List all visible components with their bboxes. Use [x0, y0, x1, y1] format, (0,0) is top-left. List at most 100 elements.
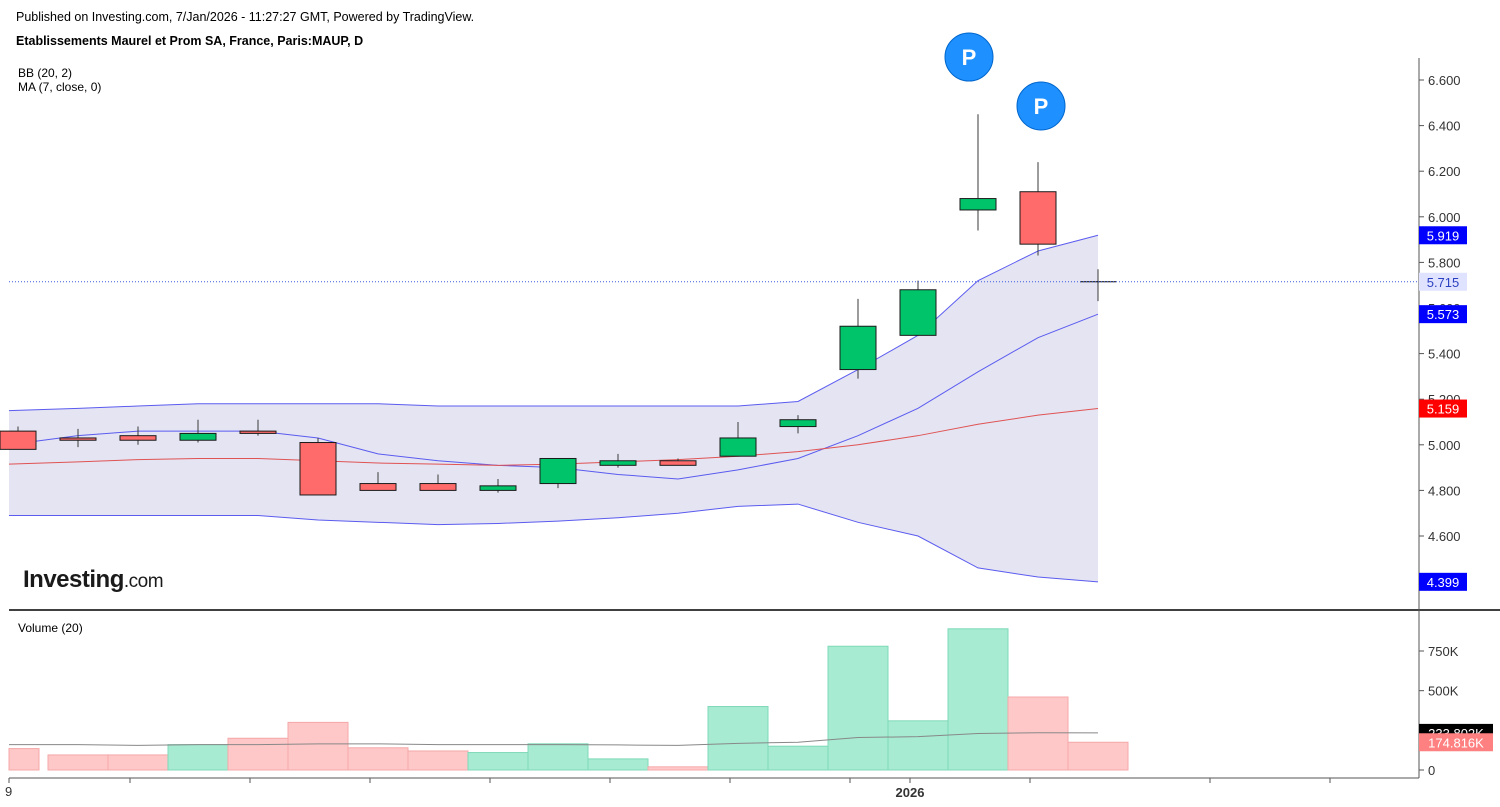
candle-body [179, 432, 217, 441]
price-tick-label: 4.800 [1428, 483, 1461, 498]
volume-bars [8, 628, 1129, 771]
volume-tick-label: 500K [1428, 684, 1459, 699]
bollinger-bands [8, 234, 1099, 583]
candle-body [239, 430, 277, 434]
candle [899, 280, 937, 336]
volume-bar [827, 645, 889, 771]
candle [419, 474, 457, 491]
price-tick-label: 6.600 [1428, 73, 1461, 88]
candle [179, 419, 217, 443]
volume-tag: 174.816K [1428, 735, 1484, 750]
volume-tag-bg [1419, 733, 1493, 752]
candle-body [0, 430, 37, 450]
price-tick-label: 6.000 [1428, 210, 1461, 225]
bb-lower-tag-bg [1419, 572, 1467, 591]
bb-legend-label: BB (20, 2) [18, 66, 72, 80]
candle-body [719, 437, 757, 457]
bb-lower-tag: 4.399 [1427, 575, 1460, 590]
candle-body [899, 289, 937, 336]
volume-bar [947, 628, 1009, 771]
candle-body [959, 198, 997, 211]
candle-body [539, 457, 577, 485]
volume-bar [347, 747, 409, 771]
candle-body [1019, 191, 1057, 245]
bb-middle-tag-bg [1419, 305, 1467, 324]
ma-legend-label: MA (7, close, 0) [18, 80, 101, 94]
candle [359, 472, 397, 491]
logo-suffix: .com [123, 571, 164, 592]
time-tick-label: 9 [5, 784, 12, 799]
instrument-title: Etablissements Maurel et Prom SA, France… [16, 34, 364, 48]
event-markers: PP [944, 32, 1066, 131]
candle [59, 428, 97, 448]
price-tick-label: 5.800 [1428, 255, 1461, 270]
event-marker-label: P [962, 45, 977, 70]
volume-tick-label: 0 [1428, 763, 1435, 778]
price-tick-label: 6.200 [1428, 164, 1461, 179]
price-tick-label: 4.600 [1428, 529, 1461, 544]
candle-body [839, 325, 877, 371]
ma-tag: 5.159 [1427, 402, 1460, 417]
candle-body [419, 483, 457, 491]
candle [299, 437, 337, 496]
candle [119, 426, 157, 445]
candle-body [659, 460, 697, 466]
event-marker-label: P [1034, 94, 1049, 119]
candle-body [119, 435, 157, 441]
candle-body [59, 437, 97, 441]
candle [779, 415, 817, 434]
volume-bar [467, 752, 529, 771]
logo-brand: Investing [23, 566, 124, 593]
last-price-tag-bg [1419, 272, 1467, 291]
bb-upper-tag: 5.919 [1427, 228, 1460, 243]
investing-logo: Investing.com [23, 566, 164, 594]
volume-tick-label: 750K [1428, 644, 1459, 659]
volume-bar [647, 766, 709, 771]
volume-bar [1067, 741, 1129, 771]
event-marker-circle [944, 32, 994, 82]
candle [1019, 162, 1057, 256]
candle [659, 458, 697, 466]
published-info: Published on Investing.com, 7/Jan/2026 -… [16, 10, 475, 24]
event-marker-circle [1016, 81, 1066, 131]
volume-bar [587, 758, 649, 771]
time-tick-label: 2026 [896, 785, 925, 800]
candle-body [599, 460, 637, 466]
candle [719, 422, 757, 457]
volume-legend-label: Volume (20) [18, 621, 83, 635]
volume-bar [407, 750, 469, 771]
bb-middle-tag: 5.573 [1427, 307, 1460, 322]
bb-lower-line [9, 503, 1099, 583]
candle [0, 426, 37, 450]
candle [839, 298, 877, 379]
volume-bar [107, 754, 169, 771]
ma-tag-bg [1419, 399, 1467, 418]
candle [539, 457, 577, 489]
candle [479, 479, 517, 493]
volume-ma-line [9, 732, 1099, 746]
volume-bar [287, 721, 349, 771]
price-tick-label: 5.000 [1428, 438, 1461, 453]
volume-bar [527, 743, 589, 771]
candle-body [359, 483, 397, 491]
chart-header: Published on Investing.com, 7/Jan/2026 -… [16, 9, 474, 49]
candles [0, 114, 1116, 496]
candle [599, 453, 637, 468]
price-tick-label: 5.400 [1428, 347, 1461, 362]
volume-bar [707, 706, 769, 771]
candle-body [479, 485, 517, 491]
volume-bar [8, 748, 40, 771]
volume-bar [767, 745, 829, 771]
volume-bar [227, 737, 289, 771]
volume-bar [887, 720, 949, 771]
volume-bar [47, 754, 109, 771]
volume-bar [1007, 696, 1069, 771]
candle-body [779, 419, 817, 428]
candle-body [299, 442, 337, 496]
last-price-tag: 5.715 [1427, 275, 1460, 290]
candle [959, 114, 997, 231]
price-tick-label: 6.400 [1428, 119, 1461, 134]
bb-fill [9, 235, 1098, 582]
volume-bar [167, 744, 229, 771]
